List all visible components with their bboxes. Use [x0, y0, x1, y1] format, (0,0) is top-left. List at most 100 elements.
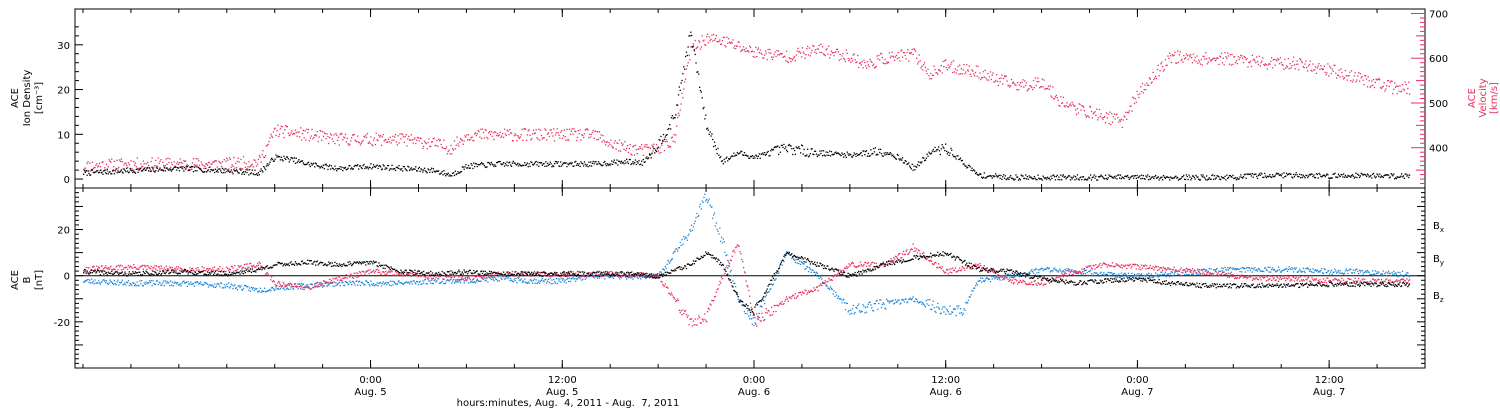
bz-point: [150, 265, 152, 268]
bz-point: [253, 265, 255, 267]
by-point: [511, 280, 514, 282]
density-point: [362, 165, 364, 167]
velocity-point: [1331, 68, 1333, 70]
velocity-point: [778, 54, 781, 56]
velocity-point: [860, 64, 862, 66]
by-point: [1350, 272, 1353, 274]
density-point: [1172, 177, 1174, 179]
velocity-point: [1099, 115, 1101, 118]
density-point: [860, 151, 862, 154]
velocity-point: [666, 140, 668, 143]
by-point: [517, 277, 520, 279]
velocity-point: [1106, 117, 1108, 119]
density-point: [887, 153, 890, 156]
density-point: [1317, 177, 1319, 179]
velocity-point: [1013, 82, 1015, 84]
density-point: [739, 152, 741, 154]
density-point: [703, 106, 705, 109]
velocity-point: [1388, 85, 1390, 88]
density-point: [373, 164, 375, 166]
density-point: [419, 170, 421, 172]
by-point: [463, 282, 465, 284]
density-point: [253, 173, 255, 176]
by-point: [880, 299, 882, 301]
density-point: [678, 86, 680, 88]
by-point: [201, 284, 203, 286]
by-point: [1391, 271, 1393, 274]
density-point: [1361, 173, 1363, 175]
velocity-point: [1358, 72, 1360, 74]
velocity-point: [644, 144, 646, 146]
velocity-point: [112, 166, 115, 168]
density-point: [1103, 177, 1105, 180]
velocity-point: [973, 73, 975, 75]
density-point: [385, 167, 387, 169]
by-point: [1213, 269, 1215, 271]
velocity-point: [779, 52, 782, 55]
by-point: [700, 208, 702, 210]
velocity-point: [624, 141, 626, 143]
velocity-point: [1183, 55, 1185, 57]
density-point: [125, 171, 127, 173]
density-point: [964, 165, 966, 167]
by-point: [495, 278, 497, 280]
bz-point: [83, 270, 86, 273]
by-point: [683, 235, 685, 238]
velocity-point: [272, 131, 275, 133]
by-point: [294, 283, 297, 285]
density-point: [1232, 174, 1234, 176]
by-point: [1386, 275, 1388, 277]
by-point: [927, 298, 929, 301]
by-point: [131, 284, 133, 287]
density-point: [797, 147, 799, 149]
density-point: [1151, 176, 1153, 178]
density-point: [989, 175, 992, 177]
density-point: [229, 171, 231, 173]
bz-point: [237, 265, 239, 267]
by-point: [887, 300, 890, 302]
density-point: [619, 162, 622, 164]
density-point: [155, 170, 157, 172]
by-point: [1137, 274, 1139, 277]
density-point: [236, 170, 239, 172]
by-point: [162, 280, 165, 282]
bz-point: [345, 274, 347, 276]
by-point: [819, 275, 821, 277]
by-point: [1010, 276, 1013, 278]
density-point: [393, 168, 395, 170]
density-point: [608, 163, 610, 165]
by-point: [256, 288, 258, 290]
by-point: [1141, 278, 1144, 280]
by-point: [334, 285, 336, 287]
by-point: [723, 241, 725, 243]
by-point: [609, 276, 611, 278]
density-point: [837, 152, 840, 154]
density-point: [1391, 174, 1393, 176]
density-point: [455, 173, 457, 176]
by-point: [539, 282, 541, 284]
velocity-point: [1295, 63, 1297, 65]
by-point: [537, 281, 539, 284]
velocity-point: [334, 142, 336, 145]
by-point: [1201, 273, 1203, 275]
velocity-point: [354, 139, 356, 141]
by-point: [760, 305, 762, 307]
velocity-point: [157, 157, 159, 159]
density-point: [513, 162, 515, 164]
velocity-point: [1342, 75, 1344, 78]
by-point: [452, 280, 454, 282]
by-point: [1121, 275, 1123, 277]
density-point: [505, 164, 507, 166]
density-point: [580, 161, 582, 163]
bz-point: [108, 268, 110, 271]
density-point: [130, 169, 132, 171]
velocity-point: [252, 166, 254, 168]
velocity-point: [205, 163, 207, 165]
density-point: [1205, 179, 1207, 181]
by-point: [1352, 269, 1354, 271]
density-point: [1249, 173, 1251, 175]
velocity-point: [264, 155, 267, 157]
velocity-point: [633, 154, 636, 156]
velocity-point: [1366, 86, 1369, 88]
by-point: [655, 273, 657, 276]
